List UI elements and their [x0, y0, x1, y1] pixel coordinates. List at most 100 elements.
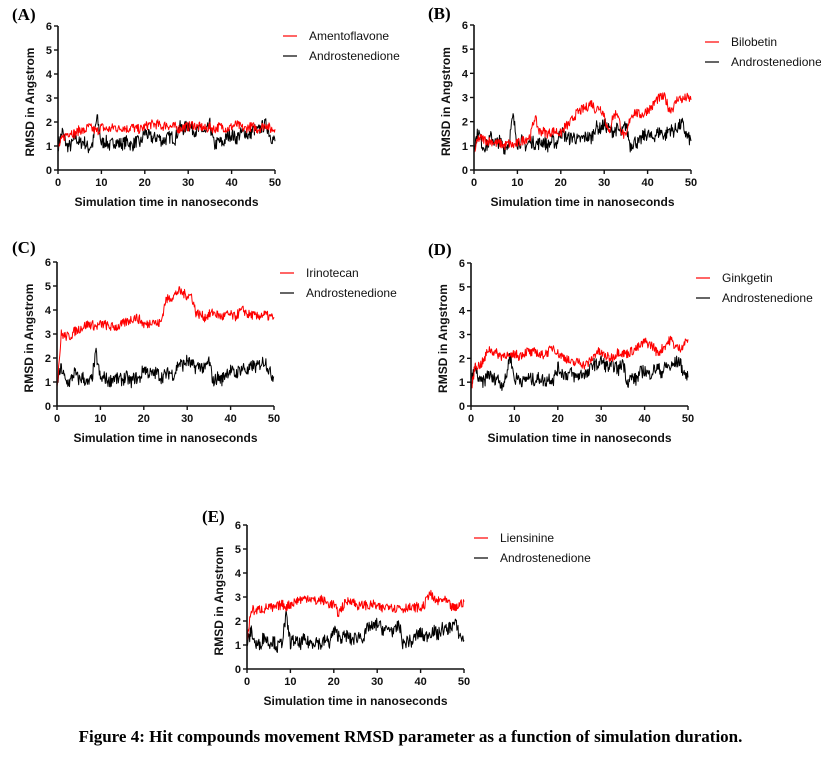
legend-label: Androstenedione	[500, 551, 591, 565]
chart-panel-a: (A) 0 1 2 3 4 5 6 0 10 20 30 40 50 Simulation time in …	[12, 5, 400, 209]
series-line-amentoflavone	[57, 119, 276, 149]
series-line-liensinine	[246, 589, 465, 641]
panel-label: (A)	[12, 5, 36, 24]
x-tick-label: 40	[414, 676, 426, 688]
y-tick-label: 1	[459, 377, 465, 389]
x-axis-title: Simulation time in nanoseconds	[263, 694, 447, 708]
y-tick-label: 1	[45, 377, 51, 389]
y-tick-label: 3	[45, 329, 51, 341]
series-line-androstenedione	[56, 347, 275, 389]
y-tick-label: 2	[45, 353, 51, 365]
chart-panel-d: (D) 0 1 2 3 4 5 6 0 10 20 30 40 50 Simulation time in …	[428, 240, 813, 445]
x-tick-label: 10	[94, 413, 106, 425]
x-axis-title: Simulation time in nanoseconds	[73, 431, 257, 445]
x-tick-label: 30	[595, 413, 607, 425]
y-tick-label: 1	[235, 640, 241, 652]
y-tick-label: 2	[235, 616, 241, 628]
x-axis-title: Simulation time in nanoseconds	[487, 431, 671, 445]
x-tick-label: 10	[284, 676, 296, 688]
x-tick-label: 0	[471, 177, 477, 189]
y-tick-label: 4	[235, 568, 242, 580]
x-tick-label: 10	[511, 177, 523, 189]
y-axis-title: RMSD in Angstrom	[23, 48, 37, 157]
y-tick-label: 0	[235, 664, 241, 676]
series-line-irinotecan	[56, 286, 275, 387]
y-tick-label: 3	[235, 592, 241, 604]
y-tick-label: 2	[459, 353, 465, 365]
series-line-ginkgetin	[470, 335, 689, 390]
y-tick-label: 5	[462, 44, 468, 56]
x-axis-title: Simulation time in nanoseconds	[74, 195, 258, 209]
legend-item: Bilobetin	[705, 35, 777, 49]
x-tick-label: 20	[552, 413, 564, 425]
legend-item: Irinotecan	[280, 266, 359, 280]
y-tick-label: 4	[45, 305, 52, 317]
y-tick-label: 4	[46, 69, 53, 81]
x-tick-label: 50	[458, 676, 470, 688]
y-tick-label: 6	[235, 520, 241, 532]
x-tick-label: 20	[555, 177, 567, 189]
y-axis-title: RMSD in Angstrom	[212, 547, 226, 656]
x-tick-label: 50	[268, 413, 280, 425]
legend-label: Androstenedione	[722, 291, 813, 305]
y-tick-label: 6	[46, 21, 52, 33]
legend-label: Liensinine	[500, 531, 554, 545]
series-line-androstenedione	[470, 353, 689, 391]
legend-label: Androstenedione	[731, 55, 821, 69]
x-tick-label: 10	[95, 177, 107, 189]
legend-label: Ginkgetin	[722, 271, 773, 285]
legend-label: Bilobetin	[731, 35, 777, 49]
y-tick-label: 4	[459, 306, 466, 318]
panel-label: (B)	[428, 4, 451, 23]
y-tick-label: 2	[46, 117, 52, 129]
y-tick-label: 1	[46, 141, 52, 153]
y-tick-label: 2	[462, 117, 468, 129]
x-axis-title: Simulation time in nanoseconds	[490, 195, 674, 209]
series-line-androstenedione	[246, 609, 465, 653]
x-tick-label: 20	[328, 676, 340, 688]
y-axis-title: RMSD in Angstrom	[439, 47, 453, 156]
y-tick-label: 0	[459, 401, 465, 413]
chart-panel-b: (B) 0 1 2 3 4 5 6 0 10 20 30 40 50 Simulation time in …	[428, 4, 821, 209]
chart-panel-c: (C) 0 1 2 3 4 5 6 0 10 20 30 40 50 Simulation time in …	[12, 238, 397, 445]
x-tick-label: 40	[225, 177, 237, 189]
y-tick-label: 5	[45, 281, 51, 293]
x-tick-label: 20	[138, 413, 150, 425]
legend-item: Androstenedione	[705, 55, 821, 69]
x-tick-label: 0	[244, 676, 250, 688]
legend-label: Irinotecan	[306, 266, 359, 280]
x-tick-label: 30	[598, 177, 610, 189]
series-line-androstenedione	[57, 114, 276, 154]
legend-label: Amentoflavone	[309, 29, 389, 43]
y-tick-label: 6	[462, 20, 468, 32]
x-tick-label: 40	[224, 413, 236, 425]
y-tick-label: 6	[459, 258, 465, 270]
x-tick-label: 10	[508, 413, 520, 425]
x-tick-label: 50	[269, 177, 281, 189]
chart-panel-e: (E) 0 1 2 3 4 5 6 0 10 20 30 40 50 Simulation time in …	[202, 507, 591, 708]
y-tick-label: 0	[462, 165, 468, 177]
x-tick-label: 40	[641, 177, 653, 189]
figure-caption: Figure 4: Hit compounds movement RMSD pa…	[78, 727, 743, 746]
legend-item: Androstenedione	[280, 286, 397, 300]
y-tick-label: 0	[45, 401, 51, 413]
legend-item: Amentoflavone	[283, 29, 389, 43]
x-tick-label: 0	[468, 413, 474, 425]
legend-item: Androstenedione	[283, 49, 400, 63]
x-tick-label: 0	[55, 177, 61, 189]
legend-item: Androstenedione	[474, 551, 591, 565]
series-line-bilobetin	[473, 92, 692, 154]
y-tick-label: 4	[462, 68, 469, 80]
panel-label: (E)	[202, 507, 225, 526]
legend-label: Androstenedione	[306, 286, 397, 300]
y-tick-label: 3	[46, 93, 52, 105]
y-tick-label: 5	[235, 544, 241, 556]
x-tick-label: 50	[682, 413, 694, 425]
panel-label: (C)	[12, 238, 36, 257]
x-tick-label: 30	[181, 413, 193, 425]
y-tick-label: 3	[459, 330, 465, 342]
y-tick-label: 5	[46, 45, 52, 57]
legend-item: Ginkgetin	[696, 271, 773, 285]
y-axis-title: RMSD in Angstrom	[436, 284, 450, 393]
